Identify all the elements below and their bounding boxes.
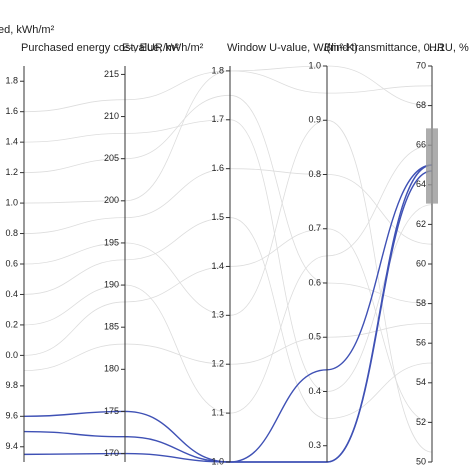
- axis-title: HRU, %: [429, 42, 469, 54]
- tick-label: 62: [416, 219, 426, 229]
- tick-label: 0.6: [308, 277, 321, 287]
- tick-label: 60: [416, 258, 426, 268]
- tick-label: 0.7: [308, 223, 321, 233]
- tick-label: 50: [416, 456, 426, 466]
- tick-label: 58: [416, 298, 426, 308]
- chart-title: ed, kWh/m²: [0, 24, 55, 36]
- axis-title: Window U-value, W/(m²·K): [227, 42, 358, 54]
- tick-label: 180: [104, 364, 119, 374]
- tick-label: 1.6: [211, 163, 224, 173]
- tick-label: 1.5: [211, 212, 224, 222]
- tick-label: 9.6: [5, 411, 18, 421]
- tick-label: 0.0: [5, 350, 18, 360]
- tick-label: 1.8: [5, 76, 18, 86]
- tick-label: 0.4: [308, 386, 321, 396]
- tick-label: 215: [104, 69, 119, 79]
- tick-label: 68: [416, 100, 426, 110]
- series-line: [23, 119, 433, 392]
- tick-label: 56: [416, 338, 426, 348]
- series-line: [23, 144, 433, 414]
- tick-label: 0.8: [308, 169, 321, 179]
- tick-label: 205: [104, 153, 119, 163]
- tick-label: 52: [416, 417, 426, 427]
- tick-label: 190: [104, 279, 119, 289]
- tick-label: 0.3: [308, 440, 321, 450]
- tick-label: 1.0: [5, 197, 18, 207]
- tick-label: 1.2: [211, 359, 224, 369]
- tick-label: 66: [416, 140, 426, 150]
- tick-label: 170: [104, 448, 119, 458]
- series-line: [23, 217, 433, 420]
- tick-label: 0.4: [5, 289, 18, 299]
- tick-label: 200: [104, 195, 119, 205]
- tick-label: 0.2: [5, 319, 18, 329]
- tick-label: 1.4: [5, 137, 18, 147]
- series-line: [23, 164, 433, 463]
- tick-label: 0.9: [308, 115, 321, 125]
- series-line: [23, 65, 433, 204]
- series-line: [23, 119, 433, 453]
- tick-label: 185: [104, 322, 119, 332]
- tick-label: 9.4: [5, 441, 18, 451]
- tick-label: 1.4: [211, 261, 224, 271]
- tick-label: 1.2: [5, 167, 18, 177]
- tick-label: 9.8: [5, 380, 18, 390]
- axis-title: Blind transmittance, 0...1: [324, 42, 445, 54]
- brush: [426, 128, 438, 204]
- tick-label: 1.0: [308, 60, 321, 70]
- tick-label: 210: [104, 111, 119, 121]
- tick-label: 0.5: [308, 332, 321, 342]
- series-line: [23, 70, 433, 113]
- tick-label: 1.3: [211, 310, 224, 320]
- tick-label: 54: [416, 377, 426, 387]
- tick-label: 175: [104, 406, 119, 416]
- series-line: [23, 170, 433, 463]
- tick-label: 0.8: [5, 228, 18, 238]
- tick-label: 1.1: [211, 407, 224, 417]
- series-line: [23, 164, 433, 463]
- axis-title: E-value, kWh/m²: [122, 42, 204, 54]
- tick-label: 195: [104, 237, 119, 247]
- tick-label: 1.7: [211, 114, 224, 124]
- tick-label: 1.8: [211, 65, 224, 75]
- series-line: [23, 94, 433, 304]
- axis-title: Purchased energy cost, EUR/m²: [21, 42, 179, 54]
- tick-label: 0.6: [5, 258, 18, 268]
- lines: [23, 65, 433, 463]
- tick-label: 1.6: [5, 106, 18, 116]
- series-line: [23, 228, 433, 423]
- tick-label: 70: [416, 60, 426, 70]
- tick-label: 64: [416, 179, 426, 189]
- tick-label: 1.0: [211, 456, 224, 466]
